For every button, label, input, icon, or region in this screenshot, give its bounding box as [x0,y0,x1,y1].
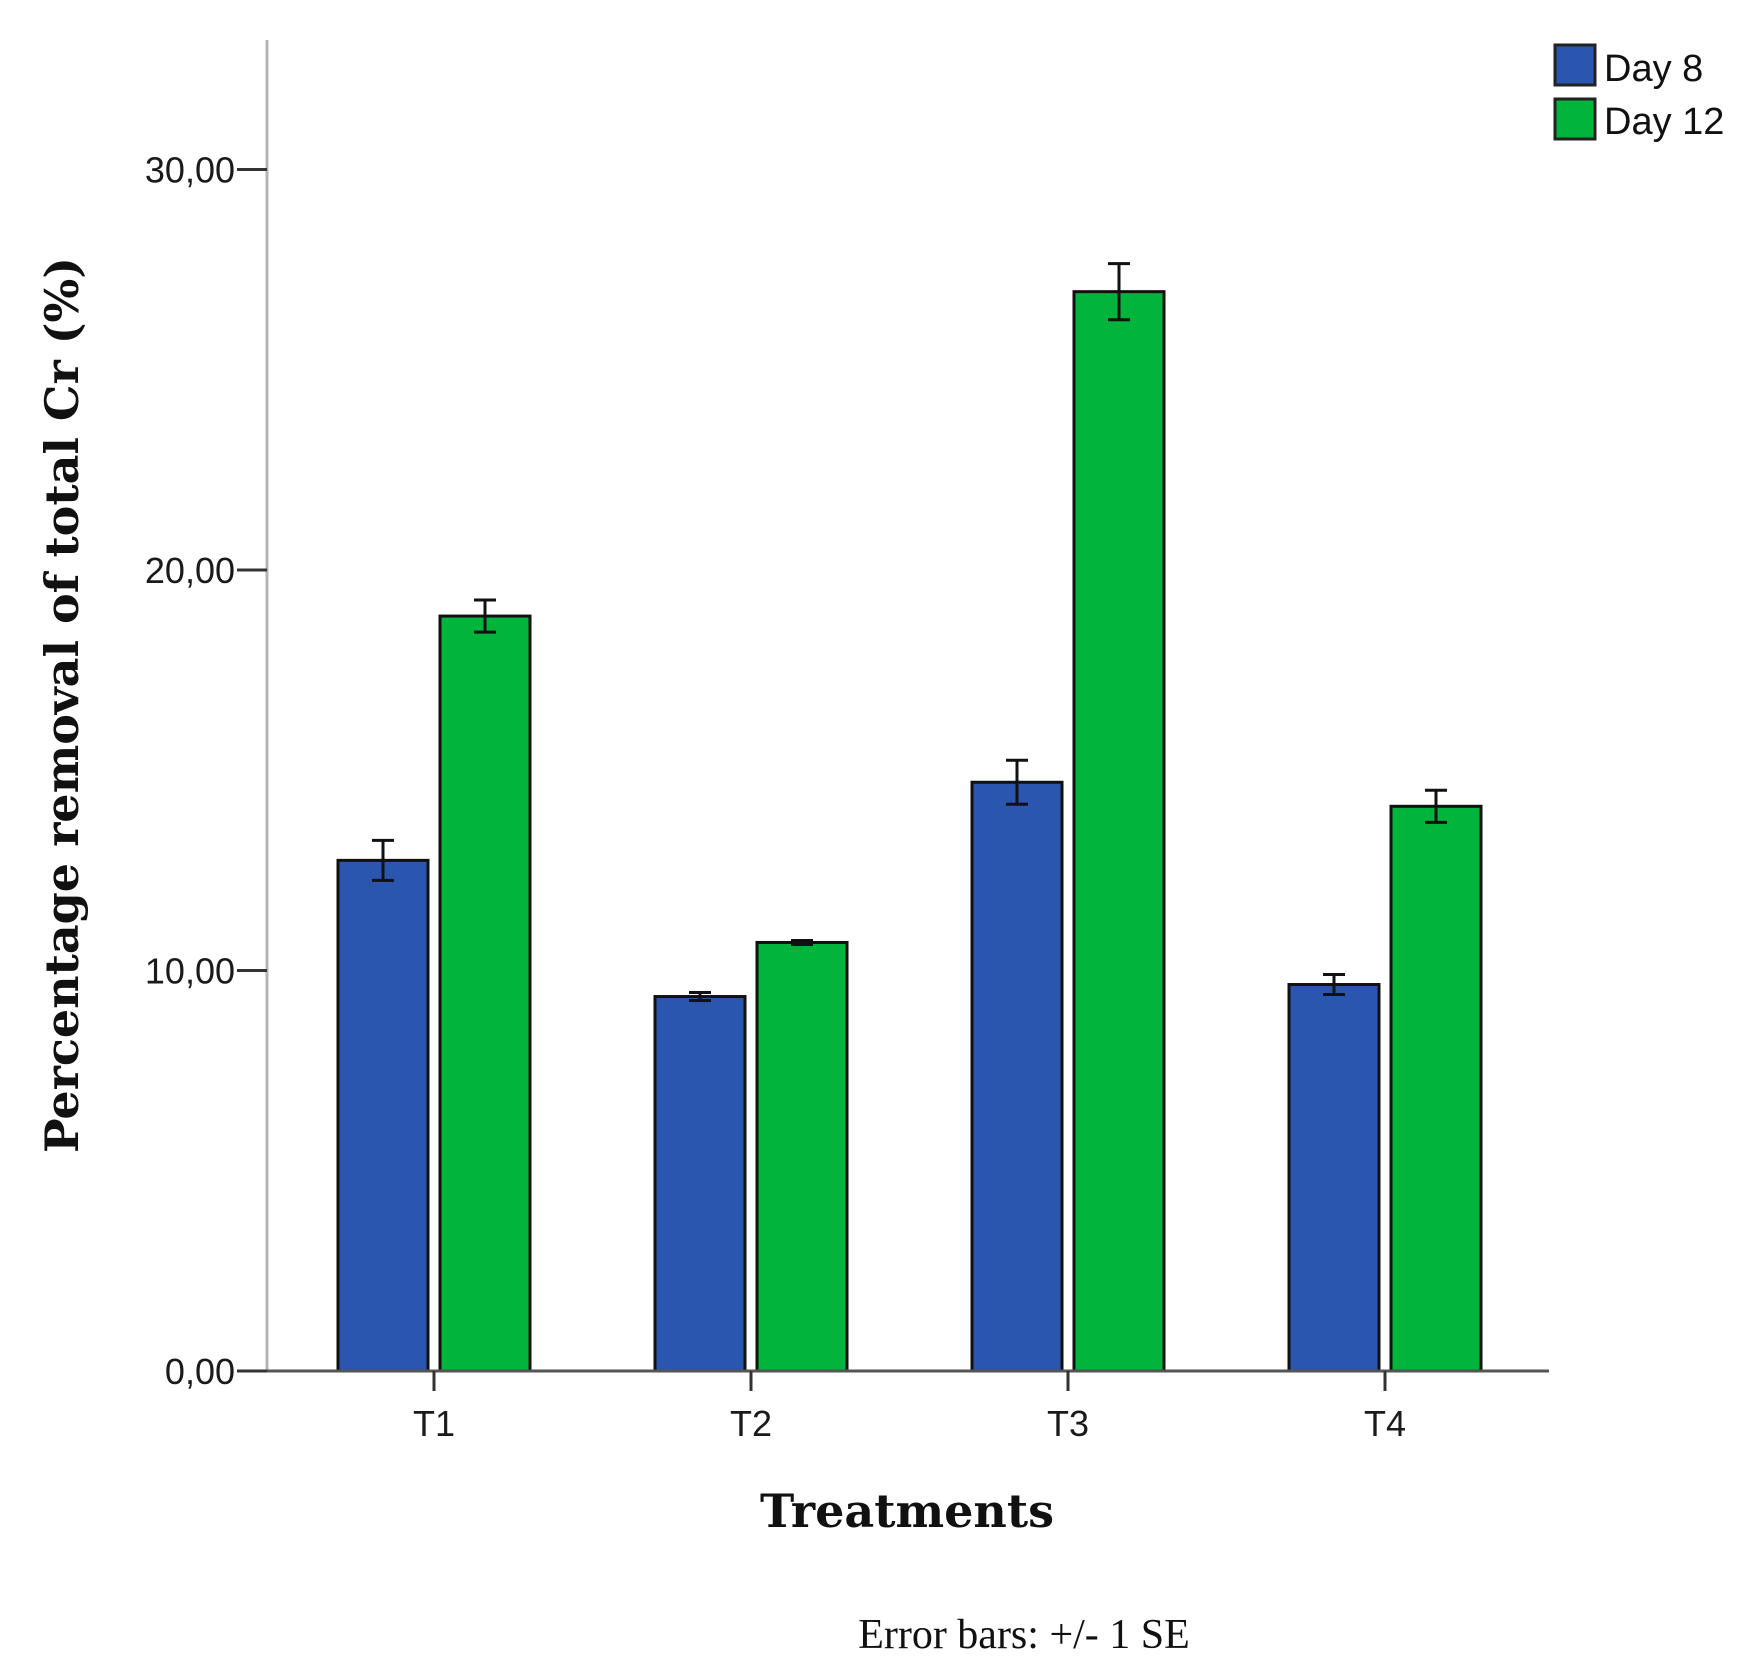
x-tick-label: T4 [1364,1403,1406,1444]
legend-label-day8: Day 8 [1604,48,1703,90]
legend: Day 8 Day 12 [1553,43,1724,143]
x-tick-label: T3 [1047,1403,1089,1444]
bar-t2-day8 [653,995,747,1373]
x-tick-label: T2 [730,1403,772,1444]
y-tick-label: 20,00 [145,550,235,591]
legend-label-day12: Day 12 [1604,101,1724,143]
bar-t1-day12 [438,614,532,1373]
y-tick-label: 10,00 [145,951,235,992]
error-bars-note: Error bars: +/- 1 SE [858,1612,1190,1658]
y-tick-label: 0,00 [165,1351,235,1392]
bar-t3-day12 [1072,290,1166,1373]
ticks-layer: 0,00 10,00 20,00 30,00 T1 T2 T3 T4 [145,150,1406,1445]
axes-layer [265,40,1549,1373]
x-axis-title: Treatments [760,1484,1054,1538]
bars-layer [336,290,1483,1373]
bar-t2-day12 [755,940,849,1373]
error-bars-layer [372,262,1447,1003]
bar-t3-day8 [970,780,1064,1373]
bar-t1-day8 [336,858,430,1373]
x-tick-label: T1 [413,1403,455,1444]
bar-t4-day8 [1287,983,1381,1373]
bar-t4-day12 [1389,804,1483,1373]
y-axis-title: Percentage removal of total Cr (%) [35,257,89,1153]
legend-swatch-day12 [1553,97,1597,141]
legend-swatch-day8 [1553,43,1597,87]
y-tick-label: 30,00 [145,150,235,191]
